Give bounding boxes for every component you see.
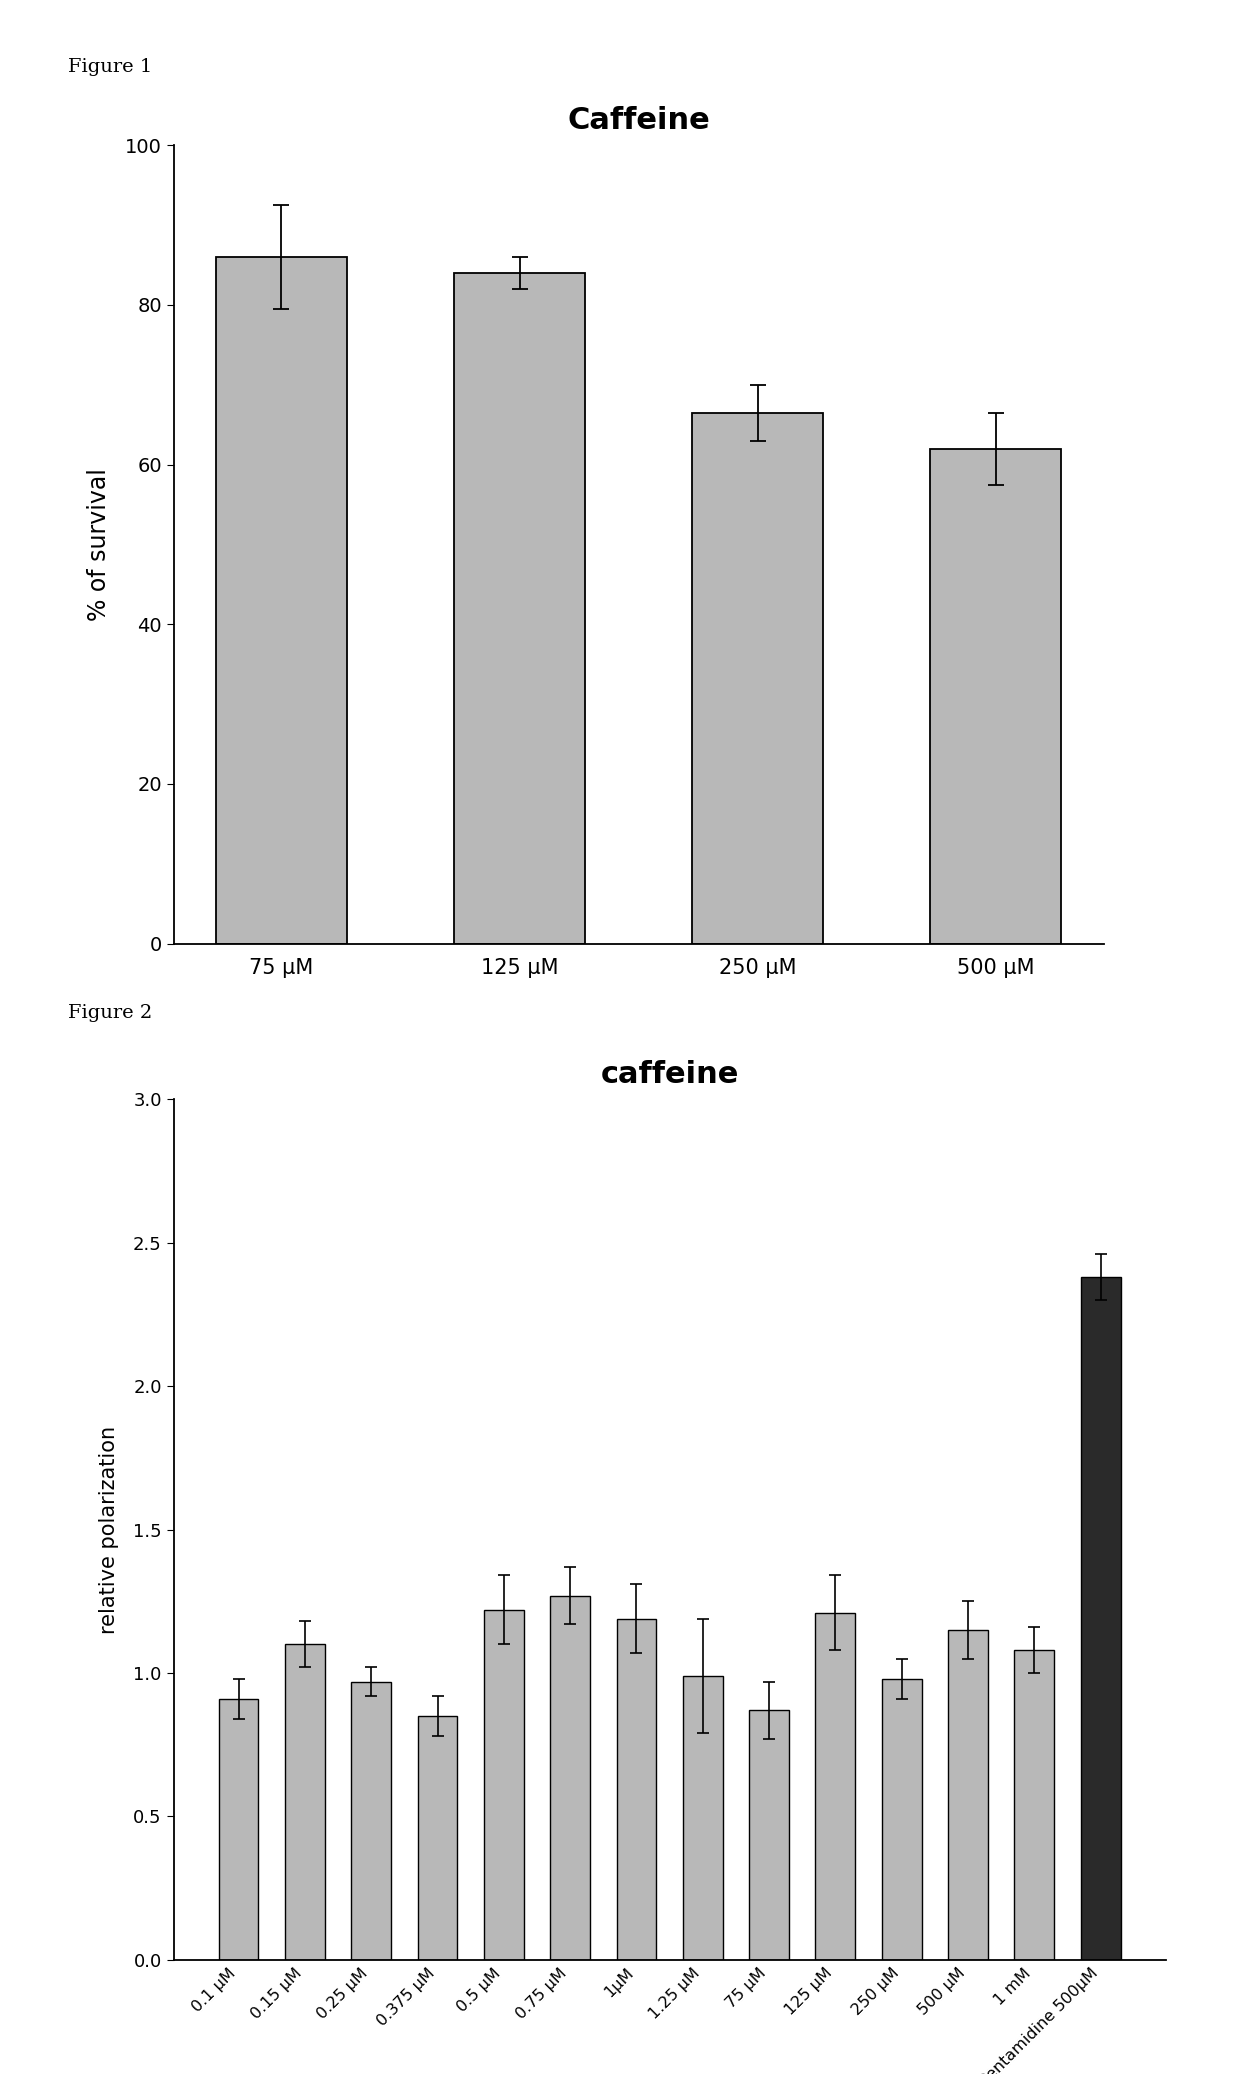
Bar [285,1645,325,1960]
Y-axis label: relative polarization: relative polarization [99,1425,119,1634]
Bar [949,1630,988,1960]
Text: Figure 1: Figure 1 [68,58,153,77]
Bar [218,1699,258,1960]
Bar [551,1595,590,1960]
Bar [749,1711,789,1960]
Title: Caffeine: Caffeine [567,106,711,135]
Bar [882,1678,921,1960]
Bar [418,1715,458,1960]
Bar [216,257,347,944]
Y-axis label: % of survival: % of survival [87,469,112,620]
Bar [816,1614,856,1960]
Bar [616,1618,656,1960]
Bar [1081,1278,1121,1960]
Bar [484,1609,523,1960]
Title: caffeine: caffeine [600,1060,739,1089]
Text: Figure 2: Figure 2 [68,1004,153,1022]
Bar [351,1682,391,1960]
Bar [454,274,585,944]
Bar [1014,1651,1054,1960]
Bar [692,413,823,944]
Bar [683,1676,723,1960]
Bar [930,448,1061,944]
